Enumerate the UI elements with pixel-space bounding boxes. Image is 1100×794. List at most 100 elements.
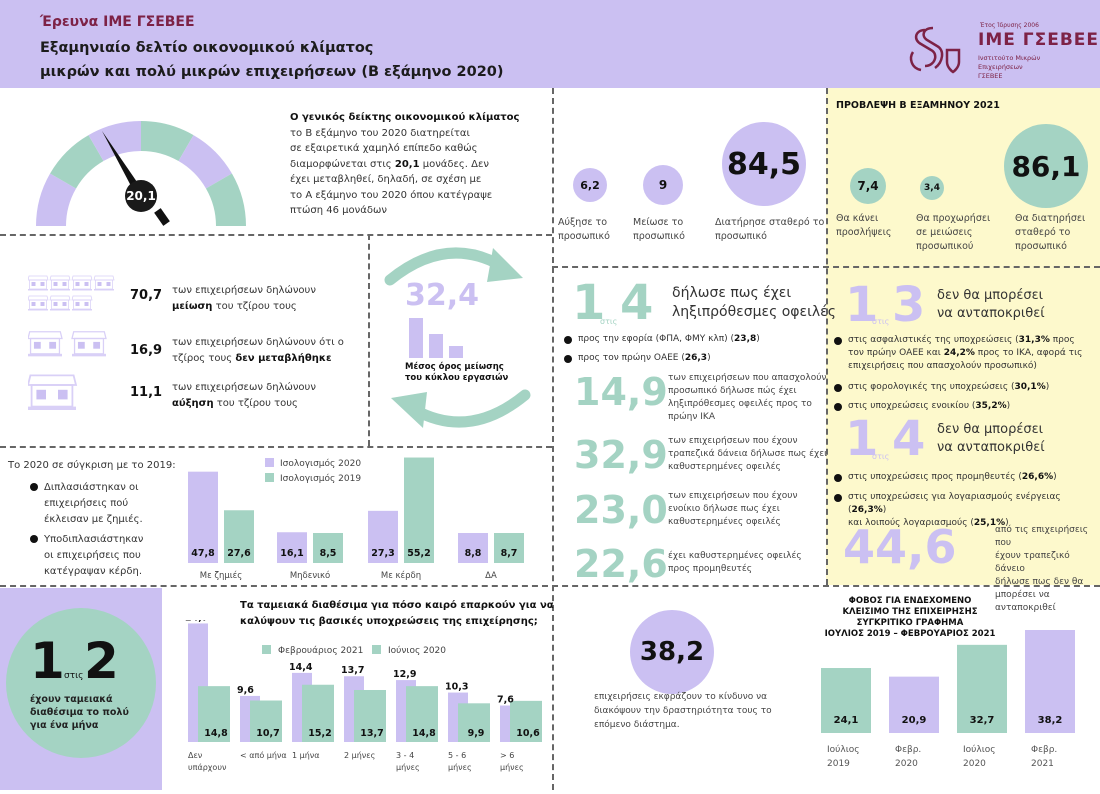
divider bbox=[368, 234, 370, 446]
climate-bold-text: Ο γενικός δείκτης οικονομικού κλίματος bbox=[290, 112, 520, 123]
bar-value-label: 15,2 bbox=[308, 728, 331, 739]
cash-ratio-word: στις bbox=[64, 671, 84, 681]
legend-label: Φεβρουάριος 2021 bbox=[278, 646, 363, 656]
divider bbox=[0, 234, 552, 236]
header-title-line1: Εξαμηνιαίο δελτίο οικονομικού κλίματος bbox=[40, 40, 374, 56]
balance-chart: 47,8 27,6 Με ζημιές 16,1 8,5 Μηδενικό 27,3 55,2… bbox=[180, 448, 552, 583]
forecast-reduce-label: Θα προχωρήσει σε μειώσεις προσωπικού bbox=[916, 213, 991, 252]
cash-ratio-den: 2 bbox=[84, 632, 119, 690]
category-label: 1 μήνα bbox=[292, 751, 320, 760]
arrears-rent-text: των επιχειρήσεων που έχουν ενοίκιο δήλωσε… bbox=[668, 491, 798, 527]
bar-value-label: 14,8 bbox=[204, 728, 228, 739]
staff-increase-label: Αύξησε το προσωπικό bbox=[558, 217, 610, 242]
bar bbox=[368, 510, 398, 563]
gauge-segment bbox=[36, 173, 77, 226]
category-label: Με ζημιές bbox=[200, 570, 243, 581]
climate-gauge: 20,1 bbox=[36, 121, 246, 226]
avg-reduction-label: Μέσος όρος μείωσης του κύκλου εργασιών bbox=[405, 362, 509, 383]
bar-value-label: 10,7 bbox=[256, 728, 279, 739]
forecast-title: ΠΡΟΒΛΕΨΗ Β ΕΞΑΜΗΝΟΥ 2021 bbox=[836, 100, 1000, 111]
legend-label: Ιούνιος 2020 bbox=[388, 645, 446, 656]
unable2-headline: δεν θα μπορέσει να ανταποκριθεί bbox=[937, 422, 1045, 455]
bar bbox=[198, 686, 230, 742]
staff-stable-label: Διατήρησε σταθερό το προσωπικό bbox=[715, 217, 825, 242]
bar-value-label: 20,9 bbox=[902, 715, 927, 726]
bar-value-label: 47,8 bbox=[191, 548, 215, 559]
category-label: Με κέρδη bbox=[381, 570, 421, 581]
cash-ratio-num: 1 bbox=[30, 632, 65, 690]
divider bbox=[0, 585, 1100, 587]
cash-chart-title: Τα ταμειακά διαθέσιμα για πόσο καιρό επα… bbox=[240, 600, 554, 627]
bar bbox=[302, 684, 334, 742]
unable1-bullet: στις φορολογικές της υποχρεώσεις (30,1%) bbox=[833, 382, 1050, 392]
fear-bubble: 38,2 bbox=[630, 610, 714, 694]
category-label: Ιούλιος bbox=[963, 744, 996, 755]
bar-value-label: 16,1 bbox=[280, 548, 303, 559]
bar-value-label: 7,6 bbox=[497, 695, 514, 706]
arrears-ika-value: 14,9 bbox=[574, 370, 668, 414]
ime-logo-icon bbox=[909, 26, 961, 74]
fear-chart: 24,1 Ιούλιος 2019 20,9 Φεβρ. 2020 32,7 Ιούλιος 2… bbox=[800, 630, 1100, 790]
bar bbox=[250, 700, 282, 742]
header-title-line2: μικρών και πολύ μικρών επιχειρήσεων (Β ε… bbox=[40, 64, 504, 80]
staff-decrease-label: Μείωσε το προσωπικό bbox=[633, 217, 685, 242]
bar bbox=[277, 532, 307, 563]
mini-bar bbox=[429, 334, 443, 358]
arrears-rent-value: 23,0 bbox=[574, 488, 668, 532]
category-label: 3 - 4 bbox=[396, 751, 414, 760]
cash-text: έχουν ταμειακά διαθέσιμα το πολύ για ένα μ… bbox=[30, 694, 129, 731]
category-label: 5 - 6 bbox=[448, 751, 466, 760]
store-icon bbox=[49, 295, 71, 311]
store-icon bbox=[71, 275, 93, 291]
store-icons bbox=[28, 275, 115, 410]
header bbox=[0, 0, 1100, 88]
climate-line: διαμορφώνεται στις bbox=[290, 158, 395, 170]
bar-value-label: 8,7 bbox=[501, 548, 518, 559]
unable1-num: 1 bbox=[845, 277, 879, 333]
balance-bullet: Διπλασιάστηκαν οι επιχειρήσεις πού έκλεισα… bbox=[30, 480, 143, 528]
legend-swatch bbox=[372, 645, 381, 654]
turnover-increase-value: 11,1 bbox=[130, 385, 163, 400]
logo-name: ΙΜΕ ΓΣΕΒΕΕ bbox=[978, 30, 1100, 50]
gauge-needle bbox=[102, 131, 137, 186]
staff-stable-bubble: 84,5 bbox=[722, 122, 806, 206]
category-label: Φεβρ. bbox=[1031, 745, 1057, 755]
bar-value-label: 27,3 bbox=[371, 548, 394, 559]
bar bbox=[821, 668, 871, 733]
category-label: 2020 bbox=[963, 759, 986, 769]
bar bbox=[957, 644, 1007, 733]
category-label: 2019 bbox=[827, 759, 850, 769]
bar bbox=[406, 686, 438, 742]
category-label: μήνες bbox=[500, 763, 524, 772]
turnover-same-text: των επιχειρήσεων δηλώνουν ότι ο τζίρος το… bbox=[172, 337, 344, 364]
turnover-increase-text: των επιχειρήσεων δηλώνουν αύξηση του τζίρ… bbox=[172, 382, 316, 409]
bar-value-label: 24,7 bbox=[185, 620, 208, 623]
mini-bar bbox=[449, 346, 463, 358]
arrears-suppliers-value: 22,6 bbox=[574, 542, 668, 586]
staff-decrease-bubble: 9 bbox=[643, 165, 683, 205]
logo-subtitle-line1: Ινστιτούτο Μικρών Επιχειρήσεων bbox=[978, 54, 1041, 71]
bar-value-label: 8,8 bbox=[465, 548, 482, 559]
bar-value-label: 32,7 bbox=[970, 715, 995, 726]
bar bbox=[1025, 630, 1075, 733]
arrears-loans-text: των επιχειρήσεων που έχουν τραπεζικά δάνε… bbox=[668, 436, 828, 472]
bar bbox=[404, 457, 434, 563]
fear-text: επιχειρήσεις εκφράζουν το κίνδυνο να διακ… bbox=[594, 692, 772, 730]
category-label: Μηδενικό bbox=[290, 570, 330, 581]
gauge-segment bbox=[141, 121, 194, 162]
divider bbox=[0, 446, 552, 448]
gauge-segment bbox=[205, 173, 246, 226]
store-icon bbox=[28, 295, 49, 311]
unable2-num: 1 bbox=[845, 411, 879, 467]
bar-value-label: 24,1 bbox=[834, 715, 859, 726]
balance-intro: Το 2020 σε σύγκριση με το 2019: bbox=[8, 460, 176, 471]
climate-line: το Α εξάμηνο του 2020 όπου κατέγραψε bbox=[290, 189, 493, 201]
climate-line: σε εξαιρετικά χαμηλό επίπεδο καθώς bbox=[290, 143, 478, 154]
climate-value-bold: 20,1 bbox=[394, 158, 420, 170]
arrears-headline: δήλωσε πως έχει ληξιπρόθεσμες οφειλές bbox=[672, 285, 836, 320]
fear-chart-title: ΦΟΒΟΣ ΓΙΑ ΕΝΔΕΧΟΜΕΝΟ ΚΛΕΙΣΙΜΟ ΤΗΣ ΕΠΙΧΕΙΡ… bbox=[824, 596, 996, 639]
bar-value-label: 55,2 bbox=[407, 548, 430, 559]
forecast-stable-bubble: 86,1 bbox=[1004, 124, 1088, 208]
category-label: > 6 bbox=[500, 751, 514, 760]
category-label: μήνες bbox=[396, 763, 420, 772]
